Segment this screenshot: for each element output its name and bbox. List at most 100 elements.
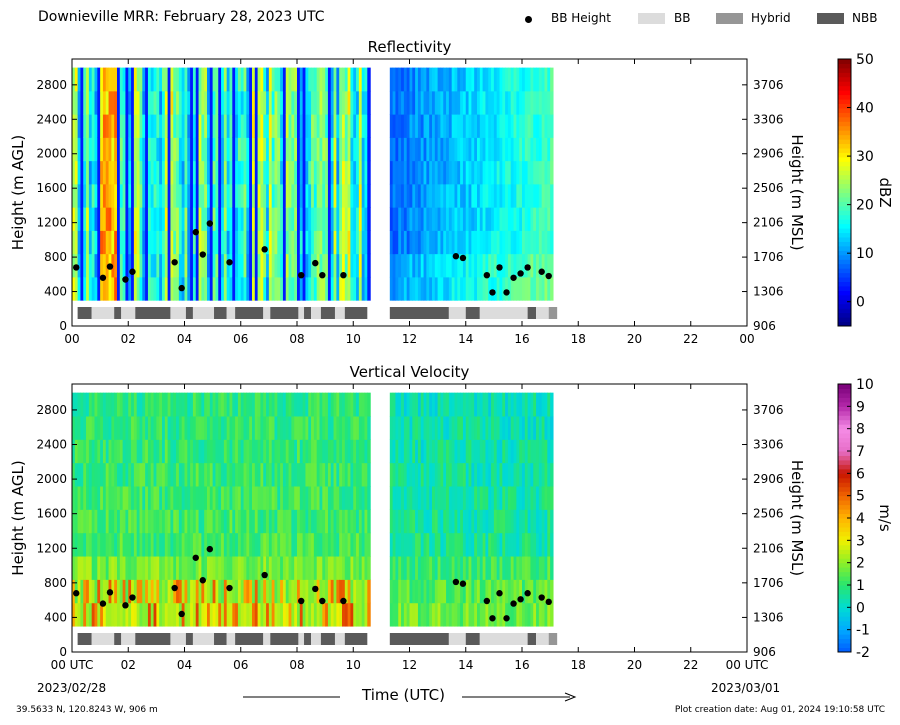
bb-class-segment (214, 633, 227, 645)
heatmap-cell (119, 90, 124, 115)
heatmap-cell (232, 509, 236, 534)
heatmap-cell (209, 253, 214, 278)
heatmap-cell (108, 602, 112, 627)
y2-tick-label: 3706 (753, 78, 784, 92)
heatmap-cell (440, 532, 444, 557)
heatmap-cell (426, 253, 430, 278)
heatmap-cell (240, 602, 245, 627)
heatmap-cell (192, 67, 197, 92)
heatmap-cell (226, 230, 231, 255)
heatmap-cell (308, 276, 312, 301)
heatmap-cell (249, 67, 253, 92)
heatmap-cell (319, 253, 323, 278)
heatmap-cell (131, 439, 135, 464)
heatmap-cell (187, 602, 191, 627)
heatmap-cell (117, 462, 121, 487)
heatmap-cell (111, 253, 115, 278)
heatmap-cell (313, 183, 318, 208)
heatmap-cell (147, 160, 152, 185)
heatmap-cell (280, 579, 284, 604)
heatmap-cell (491, 579, 495, 604)
heatmap-cell (389, 160, 394, 185)
heatmap-cell (437, 230, 442, 255)
heatmap-cell (215, 556, 219, 580)
heatmap-cell (209, 160, 214, 185)
heatmap-cell (252, 67, 256, 92)
heatmap-cell (105, 532, 110, 557)
heatmap-cell (187, 67, 191, 92)
heatmap-cell (280, 276, 284, 301)
heatmap-cell (159, 486, 163, 510)
x-tick-label: 04 (177, 658, 192, 672)
heatmap-cell (361, 579, 366, 604)
heatmap-cell (389, 137, 394, 162)
heatmap-cell (294, 67, 298, 92)
heatmap-cell (125, 439, 129, 464)
heatmap-cell (274, 439, 278, 464)
heatmap-cell (327, 392, 332, 417)
heatmap-cell (308, 160, 312, 185)
heatmap-cell (451, 556, 456, 580)
heatmap-cell (257, 207, 262, 231)
heatmap-cell (91, 392, 96, 417)
heatmap-cell (409, 392, 413, 417)
heatmap-cell (474, 90, 478, 115)
heatmap-cell (322, 183, 326, 208)
heatmap-cell (342, 137, 346, 162)
heatmap-cell (471, 579, 475, 604)
heatmap-cell (139, 90, 143, 115)
heatmap-cell (204, 556, 208, 580)
heatmap-cell (235, 207, 239, 231)
heatmap-cell (176, 486, 180, 510)
heatmap-cell (260, 207, 264, 231)
heatmap-cell (465, 67, 470, 92)
heatmap-cell (164, 486, 169, 510)
heatmap-cell (246, 253, 250, 278)
heatmap-cell (358, 90, 363, 115)
heatmap-cell (406, 207, 411, 231)
heatmap-cell (119, 439, 124, 464)
heatmap-cell (448, 509, 453, 534)
heatmap-cell (252, 137, 256, 162)
heatmap-cell (150, 579, 155, 604)
heatmap-cell (299, 415, 304, 440)
heatmap-cell (415, 556, 419, 580)
heatmap-cell (507, 67, 512, 92)
heatmap-cell (353, 486, 357, 510)
heatmap-cell (513, 276, 517, 301)
heatmap-cell (215, 602, 219, 627)
heatmap-cell (80, 392, 84, 417)
heatmap-cell (344, 392, 349, 417)
heatmap-cell (364, 556, 368, 580)
heatmap-cell (153, 230, 157, 255)
heatmap-cell (271, 392, 276, 417)
heatmap-cell (507, 207, 512, 231)
x-tick-label: 10 (346, 332, 361, 346)
heatmap-cell (299, 230, 304, 255)
heatmap-cell (167, 114, 172, 138)
heatmap-cell (139, 276, 143, 301)
heatmap-cell (162, 90, 166, 115)
heatmap-cell (395, 253, 399, 278)
heatmap-cell (74, 462, 79, 487)
heatmap-cell (401, 439, 405, 464)
heatmap-cell (479, 532, 484, 557)
heatmap-cell (209, 556, 214, 580)
heatmap-cell (316, 486, 321, 510)
heatmap-cell (114, 230, 118, 255)
heatmap-cell (420, 90, 425, 115)
heatmap-cell (417, 160, 422, 185)
heatmap-cell (190, 114, 194, 138)
heatmap-cell (164, 556, 169, 580)
heatmap-cell (133, 532, 138, 557)
heatmap-cell (274, 276, 278, 301)
heatmap-cell (117, 439, 121, 464)
x-tick-label: 20 (627, 332, 642, 346)
heatmap-cell (181, 462, 186, 487)
heatmap-cell (142, 90, 146, 115)
heatmap-cell (316, 579, 321, 604)
heatmap-cell (530, 137, 534, 162)
heatmap-cell (209, 462, 214, 487)
heatmap-cell (505, 90, 509, 115)
heatmap-cell (201, 230, 205, 255)
